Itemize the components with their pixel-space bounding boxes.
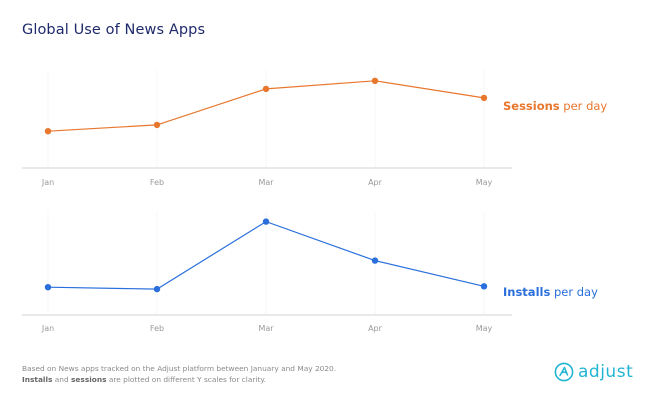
x-tick-label: May bbox=[476, 178, 493, 187]
data-point bbox=[480, 94, 488, 102]
legend-installs-bold: Installs bbox=[503, 285, 551, 299]
data-point bbox=[262, 85, 270, 93]
footnote-line1: Based on News apps tracked on the Adjust… bbox=[22, 364, 337, 373]
footnote-end: are plotted on different Y scales for cl… bbox=[106, 375, 267, 384]
data-point bbox=[153, 121, 161, 129]
footnote: Based on News apps tracked on the Adjust… bbox=[22, 363, 336, 385]
x-tick-label: Feb bbox=[150, 324, 164, 333]
adjust-logo: adjust bbox=[554, 362, 633, 382]
legend-installs-rest: per day bbox=[550, 285, 598, 299]
chart-title: Global Use of News Apps bbox=[22, 22, 206, 38]
x-tick-label: Mar bbox=[258, 324, 274, 333]
data-point bbox=[153, 285, 161, 293]
data-point bbox=[371, 77, 379, 85]
x-tick-label: Apr bbox=[368, 324, 383, 333]
legend-installs: Installs per day bbox=[503, 285, 598, 299]
legend-sessions-rest: per day bbox=[559, 99, 608, 113]
x-tick-label: Apr bbox=[368, 178, 383, 187]
data-point bbox=[480, 283, 488, 290]
data-point bbox=[262, 218, 270, 225]
footnote-installs: Installs bbox=[22, 375, 53, 384]
data-point bbox=[371, 257, 379, 264]
x-tick-label: Jan bbox=[41, 178, 54, 187]
x-tick-label: Feb bbox=[150, 178, 164, 187]
legend-sessions: Sessions per day bbox=[503, 99, 607, 113]
x-tick-label: Jan bbox=[41, 324, 54, 333]
adjust-logo-icon bbox=[554, 362, 574, 382]
x-tick-label: Mar bbox=[258, 178, 274, 187]
footnote-sessions: sessions bbox=[71, 375, 107, 384]
adjust-logo-text: adjust bbox=[578, 362, 634, 382]
legend-sessions-bold: Sessions bbox=[503, 99, 560, 113]
footnote-and: and bbox=[52, 375, 72, 384]
data-point bbox=[44, 128, 52, 135]
x-tick-label: May bbox=[476, 324, 493, 333]
data-point bbox=[44, 284, 52, 291]
footnote-line2: Installs and sessions are plotted on dif… bbox=[22, 374, 336, 385]
